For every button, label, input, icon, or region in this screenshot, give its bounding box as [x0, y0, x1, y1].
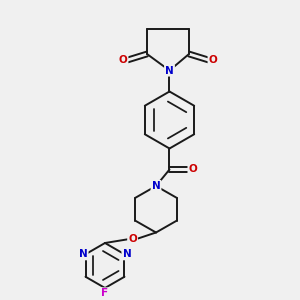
Text: O: O — [208, 55, 217, 65]
Text: O: O — [128, 233, 137, 244]
Text: N: N — [152, 181, 160, 191]
Text: N: N — [79, 249, 88, 259]
Text: N: N — [165, 65, 174, 76]
Text: F: F — [101, 288, 109, 298]
Text: O: O — [188, 164, 197, 175]
Text: O: O — [118, 55, 127, 65]
Text: N: N — [122, 249, 131, 259]
